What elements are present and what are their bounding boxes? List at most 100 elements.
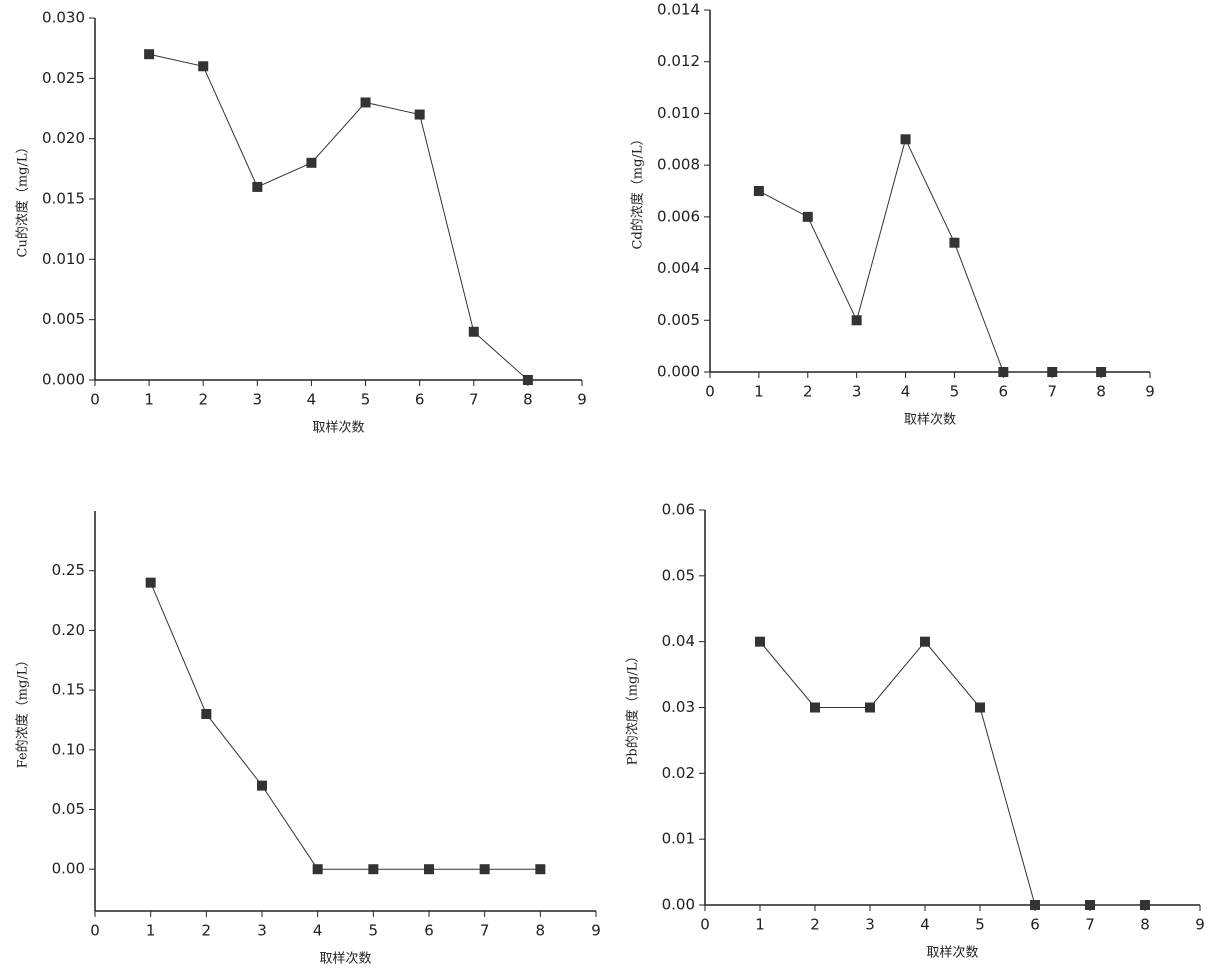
- data-point: [198, 61, 209, 72]
- y-tick-label: 0.000: [657, 363, 700, 381]
- y-tick-label: 0.015: [42, 190, 85, 208]
- x-tick-label: 7: [1085, 916, 1095, 934]
- data-point: [144, 49, 155, 60]
- y-tick-label: 0.004: [657, 259, 700, 277]
- data-point: [949, 237, 960, 248]
- y-tick-label: 0.03: [662, 698, 695, 716]
- y-axis-label: Cd的浓度（mg/L）: [630, 133, 646, 250]
- data-point: [201, 708, 212, 719]
- x-tick-label: 8: [536, 922, 546, 940]
- x-tick-label: 1: [144, 391, 154, 409]
- y-tick-label: 0.005: [657, 311, 700, 329]
- x-tick-label: 3: [865, 916, 875, 934]
- data-point: [145, 577, 156, 588]
- x-tick-label: 7: [469, 391, 479, 409]
- x-axis-label: 取样次数: [926, 945, 978, 961]
- y-tick-label: 0.06: [662, 501, 695, 519]
- y-tick-label: 0.01: [662, 830, 695, 848]
- y-tick-label: 0.00: [52, 860, 85, 878]
- data-point: [810, 702, 820, 713]
- x-tick-label: 3: [253, 391, 263, 409]
- x-axis-label: 取样次数: [904, 412, 956, 428]
- x-tick-label: 2: [810, 916, 820, 934]
- x-tick-label: 5: [950, 383, 960, 401]
- data-point: [252, 181, 263, 192]
- data-point: [312, 864, 323, 875]
- x-tick-label: 8: [523, 391, 533, 409]
- data-point: [753, 186, 764, 196]
- data-point: [975, 702, 985, 713]
- y-axis-label: Cu的浓度（mg/L）: [15, 141, 31, 258]
- data-point: [755, 636, 765, 647]
- y-tick-label: 0.02: [662, 764, 695, 782]
- data-point: [1030, 900, 1040, 910]
- y-tick-label: 0.000: [42, 371, 85, 389]
- x-tick-label: 8: [1096, 383, 1106, 401]
- x-axis-label: 取样次数: [312, 420, 364, 436]
- x-tick-label: 1: [755, 916, 765, 934]
- data-line: [150, 582, 541, 870]
- x-tick-label: 5: [361, 391, 371, 409]
- y-axis-label: Fe的浓度（mg/L）: [15, 654, 31, 769]
- y-tick-label: 0.05: [52, 800, 85, 818]
- data-point: [368, 864, 379, 875]
- y-tick-label: 0.05: [662, 566, 695, 584]
- data-point: [1140, 900, 1150, 910]
- x-tick-label: 3: [257, 922, 267, 940]
- y-tick-label: 0.014: [657, 1, 700, 19]
- y-tick-label: 0.25: [52, 561, 85, 579]
- data-point: [920, 636, 930, 647]
- data-point: [1047, 367, 1058, 377]
- x-tick-label: 0: [90, 391, 100, 409]
- x-tick-label: 7: [480, 922, 490, 940]
- data-point: [257, 780, 267, 791]
- y-tick-label: 0.10: [52, 740, 85, 758]
- x-tick-label: 6: [424, 922, 434, 940]
- x-tick-label: 4: [920, 916, 930, 934]
- x-tick-label: 2: [198, 391, 208, 409]
- data-point: [414, 109, 425, 120]
- x-tick-label: 6: [1030, 916, 1040, 934]
- data-line: [149, 53, 529, 381]
- x-tick-label: 2: [803, 383, 813, 401]
- y-tick-label: 0.012: [657, 52, 700, 70]
- y-tick-label: 0.010: [657, 104, 700, 122]
- data-point: [479, 864, 490, 875]
- data-line: [758, 137, 1102, 373]
- x-tick-label: 9: [591, 922, 601, 940]
- data-point: [1096, 367, 1107, 377]
- x-tick-label: 3: [852, 383, 862, 401]
- x-tick-label: 9: [577, 391, 587, 409]
- x-axis-label: 取样次数: [319, 951, 371, 967]
- x-tick-label: 4: [901, 383, 911, 401]
- y-tick-label: 0.00: [662, 896, 695, 914]
- x-tick-label: 0: [90, 922, 100, 940]
- data-point: [802, 211, 813, 222]
- x-tick-label: 6: [999, 383, 1009, 401]
- y-tick-label: 0.008: [657, 156, 700, 174]
- y-tick-label: 0.030: [42, 9, 85, 27]
- x-tick-label: 5: [369, 922, 379, 940]
- x-tick-label: 1: [754, 383, 764, 401]
- y-tick-label: 0.025: [42, 69, 85, 87]
- x-tick-label: 9: [1195, 916, 1205, 934]
- data-point: [865, 702, 875, 713]
- data-point: [306, 157, 317, 168]
- x-tick-label: 4: [313, 922, 323, 940]
- x-tick-label: 0: [705, 383, 715, 401]
- x-tick-label: 6: [415, 391, 425, 409]
- x-tick-label: 2: [202, 922, 212, 940]
- y-axis-label: Pb的浓度（mg/L）: [625, 650, 641, 766]
- x-tick-label: 5: [975, 916, 985, 934]
- y-tick-label: 0.020: [42, 129, 85, 147]
- y-tick-label: 0.005: [42, 310, 85, 328]
- x-tick-label: 0: [700, 916, 710, 934]
- data-point: [535, 864, 546, 875]
- data-point: [1085, 900, 1095, 910]
- data-line: [759, 640, 1145, 906]
- y-tick-label: 0.20: [52, 621, 85, 639]
- x-tick-label: 4: [307, 391, 317, 409]
- data-point: [998, 367, 1009, 377]
- data-point: [522, 375, 533, 385]
